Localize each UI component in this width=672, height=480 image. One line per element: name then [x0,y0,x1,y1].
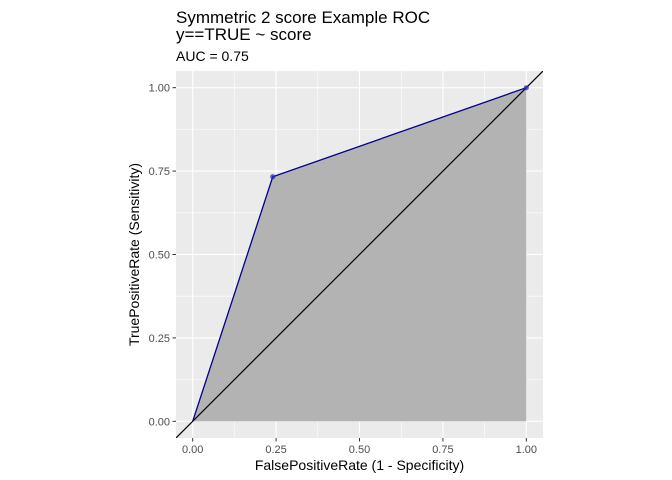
roc-point [270,174,276,180]
y-tick-label: 0.00 [149,416,170,428]
x-tick-label: 0.50 [349,444,370,456]
y-tick-label: 0.50 [149,250,170,262]
x-tick-label: 0.75 [432,444,453,456]
chart-subtitle: AUC = 0.75 [176,48,249,64]
roc-point [523,85,529,91]
x-axis-title: FalsePositiveRate (1 - Specificity) [255,457,464,473]
y-tick-label: 1.00 [149,83,170,95]
x-axis: 0.00 0.25 0.50 0.75 1.00 [182,438,537,456]
y-axis-title: TruePositiveRate (Sensitivity) [126,163,142,346]
x-tick-label: 1.00 [516,444,537,456]
y-axis: 0.00 0.25 0.50 0.75 1.00 [149,83,176,428]
chart-title: Symmetric 2 score Example ROC [176,8,430,27]
diagonal-reference-line [176,71,543,438]
y-tick-label: 0.25 [149,333,170,345]
x-tick-label: 0.00 [182,444,203,456]
data-layer [176,71,543,438]
x-tick-label: 0.25 [265,444,286,456]
chart-title-formula: y==TRUE ~ score [176,25,312,44]
y-tick-label: 0.75 [149,166,170,178]
